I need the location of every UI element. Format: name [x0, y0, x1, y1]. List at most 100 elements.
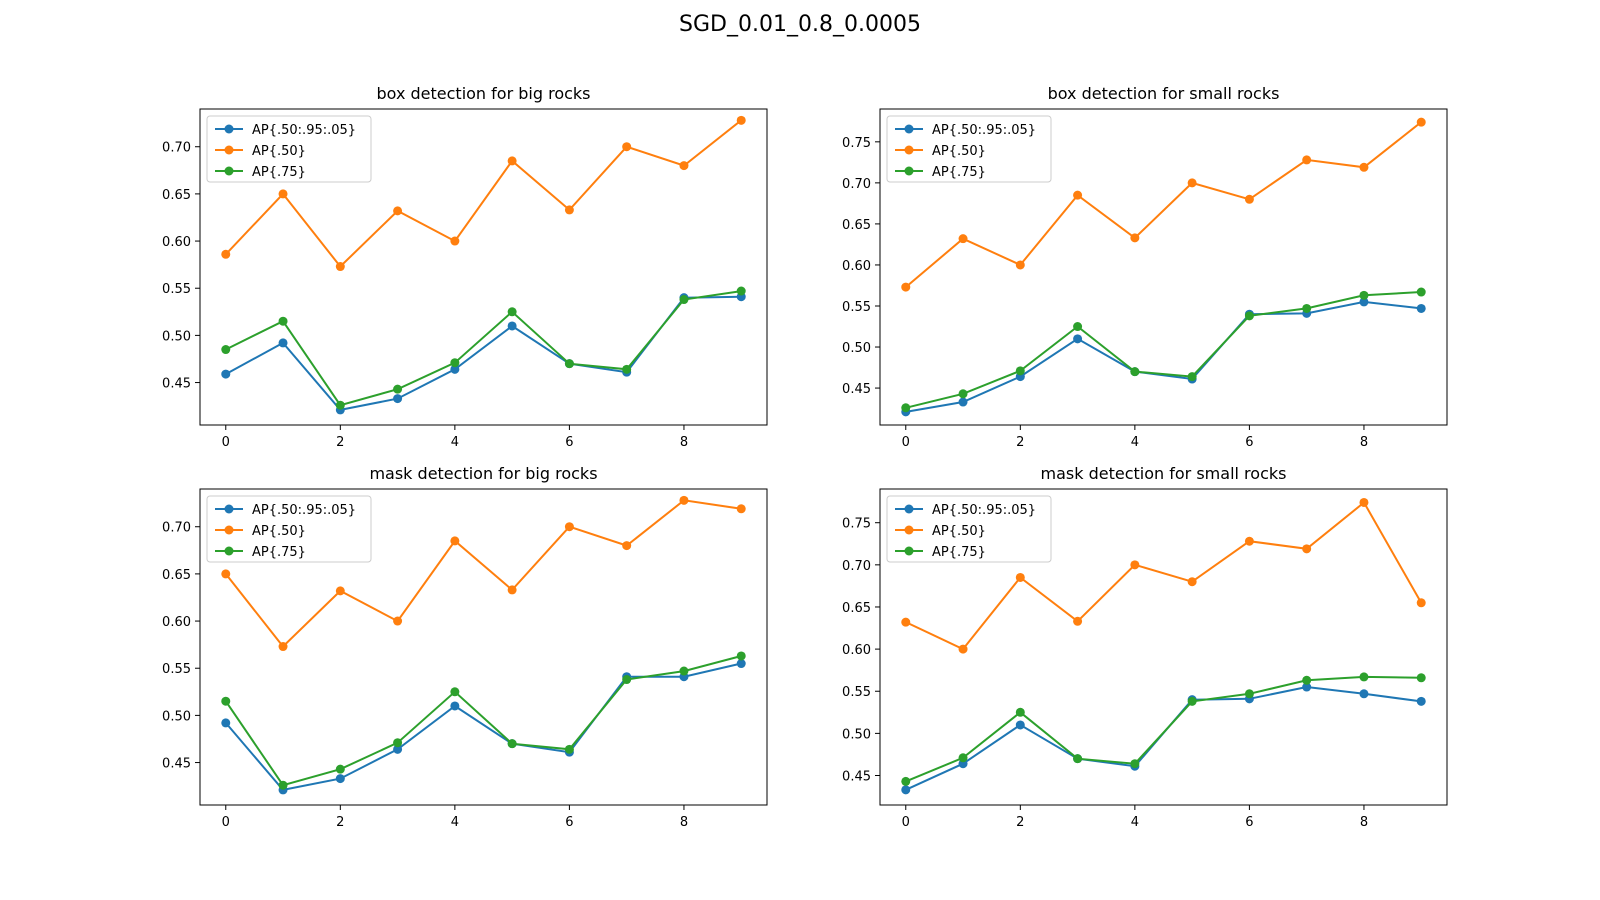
data-point — [736, 651, 746, 661]
y-tick-label: 0.50 — [162, 709, 191, 724]
data-point — [335, 262, 345, 272]
subplot-title: mask detection for small rocks — [1041, 464, 1287, 483]
legend-label: AP{.50} — [932, 524, 986, 539]
series-line — [224, 655, 742, 787]
data-point — [450, 536, 460, 546]
data-point — [1244, 536, 1254, 546]
y-tick-label: 0.65 — [162, 188, 191, 203]
data-point — [1244, 311, 1254, 321]
x-tick-label: 0 — [902, 815, 910, 830]
y-tick-label: 0.55 — [842, 685, 871, 700]
data-point — [221, 345, 231, 355]
x-tick-label: 4 — [451, 435, 459, 450]
legend-marker — [224, 546, 234, 556]
data-point — [564, 205, 574, 215]
data-point — [1015, 720, 1025, 730]
data-point — [736, 504, 746, 514]
data-point — [450, 687, 460, 697]
x-tick-label: 2 — [1016, 435, 1024, 450]
data-point — [679, 666, 689, 676]
y-tick-label: 0.55 — [162, 662, 191, 677]
subplot-1: box detection for big rocks 0 2 4 6 8 0.45 0.50… — [162, 84, 768, 450]
series-line — [225, 295, 742, 411]
legend-box — [886, 115, 1052, 183]
data-point — [622, 541, 632, 551]
data-point — [278, 338, 288, 348]
data-point — [901, 785, 911, 795]
data-point — [1302, 155, 1312, 165]
data-point — [901, 282, 911, 292]
x-tick-label: 4 — [1131, 815, 1139, 830]
subplot-2: box detection for small rocks 0 2 4 6 8 0.45 0.… — [842, 84, 1448, 450]
x-tick-label: 6 — [1245, 815, 1253, 830]
x-tick-label: 8 — [680, 435, 688, 450]
x-tick-label: 0 — [902, 435, 910, 450]
data-point — [1130, 367, 1140, 377]
data-point — [1187, 372, 1197, 382]
data-point — [221, 718, 231, 728]
data-point — [1302, 544, 1312, 554]
y-tick-label: 0.50 — [842, 341, 871, 356]
series-line — [905, 675, 1422, 783]
data-point — [278, 316, 288, 326]
data-point — [958, 389, 968, 399]
data-point — [1073, 754, 1083, 764]
legend-label: AP{.75} — [252, 545, 306, 560]
y-tick-label: 0.45 — [162, 377, 191, 392]
series-line — [905, 121, 1422, 288]
y-tick-label: 0.70 — [842, 559, 871, 574]
subplot-title: box detection for small rocks — [1048, 84, 1280, 103]
subplot-title: box detection for big rocks — [377, 84, 591, 103]
data-point — [1416, 303, 1426, 313]
series-line — [905, 300, 1422, 413]
y-tick-label: 0.70 — [162, 141, 191, 156]
data-point — [958, 234, 968, 244]
legend-marker — [224, 504, 234, 514]
plot-frame — [879, 108, 1448, 426]
data-point — [1015, 707, 1025, 717]
y-tick-label: 0.55 — [842, 300, 871, 315]
data-point — [1130, 560, 1140, 570]
data-point — [393, 744, 403, 754]
data-point — [507, 307, 517, 317]
legend-label: AP{.50:.95:.05} — [932, 123, 1036, 138]
data-point — [1187, 577, 1197, 587]
data-point — [1130, 759, 1140, 769]
data-point — [278, 780, 288, 790]
data-point — [1302, 682, 1312, 692]
data-point — [901, 403, 911, 413]
data-point — [450, 364, 460, 374]
data-point — [221, 569, 231, 579]
y-tick-label: 0.45 — [842, 770, 871, 785]
data-point — [958, 397, 968, 407]
y-tick-label: 0.75 — [842, 136, 871, 151]
series-line — [225, 290, 742, 407]
plot-frame — [879, 488, 1448, 806]
data-point — [1416, 598, 1426, 608]
x-tick-label: 6 — [565, 435, 573, 450]
y-tick-label: 0.65 — [842, 218, 871, 233]
legend-label: AP{.50} — [252, 524, 306, 539]
legend-marker — [224, 124, 234, 134]
x-tick-label: 2 — [1016, 815, 1024, 830]
legend-label: AP{.75} — [932, 545, 986, 560]
legend-marker — [904, 504, 914, 514]
data-point — [221, 369, 231, 379]
data-point — [335, 586, 345, 596]
data-point — [564, 522, 574, 532]
subplot-4: mask detection for small rocks 0 2 4 6 8 0.45 0… — [842, 464, 1448, 830]
data-point — [507, 739, 517, 749]
y-tick-label: 0.45 — [842, 382, 871, 397]
data-point — [1015, 366, 1025, 376]
data-point — [1359, 689, 1369, 699]
y-tick-label: 0.60 — [842, 643, 871, 658]
data-point — [1015, 260, 1025, 270]
data-point — [1073, 322, 1083, 332]
data-point — [1302, 675, 1312, 685]
data-point — [1244, 689, 1254, 699]
y-tick-label: 0.65 — [162, 568, 191, 583]
data-point — [393, 206, 403, 216]
series-line — [225, 499, 742, 648]
data-point — [335, 400, 345, 410]
data-point — [1359, 297, 1369, 307]
